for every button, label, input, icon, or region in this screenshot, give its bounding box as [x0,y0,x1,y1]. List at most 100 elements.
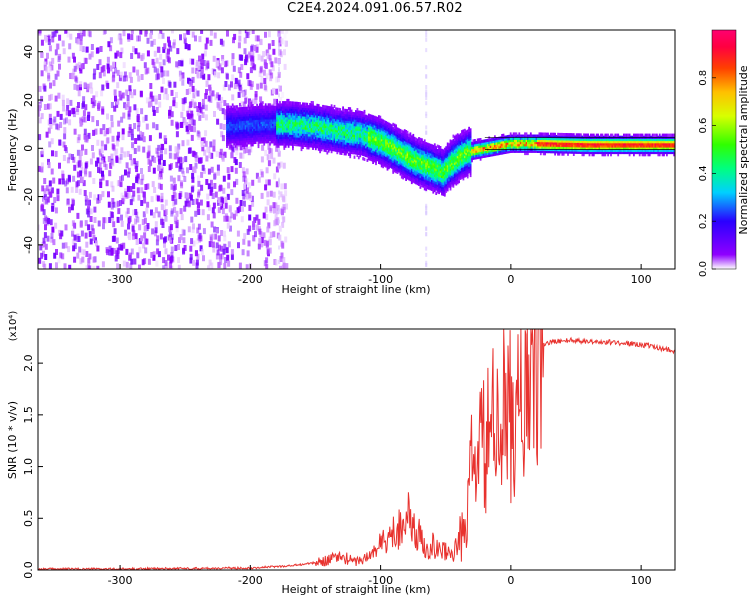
ridge-pixel [247,119,250,123]
ridge-pixel [303,113,306,117]
ridge-pixel [271,133,274,137]
ridge-pixel [251,121,254,125]
ridge-pixel [421,175,423,179]
ridge-pixel [438,180,440,184]
noise-pixel [47,218,51,224]
ridge-pixel [435,159,438,163]
ridge-pixel [415,163,417,167]
ridge-pixel [409,156,412,160]
ridge-pixel [412,151,415,155]
noise-pixel [266,49,270,55]
ridge-pixel [289,112,291,116]
ridge-pixel [382,156,385,160]
ridge-pixel [345,113,347,117]
ridge-pixel [379,135,382,139]
noise-pixel [245,168,249,175]
ridge-pixel [330,141,333,145]
ridge-pixel [408,148,410,153]
noise-pixel [157,144,161,151]
ridge-pixel [393,158,396,162]
ridge-pixel [330,130,333,134]
ridge-pixel [415,159,417,163]
ridge-pixel [353,138,356,142]
ridge-pixel [446,155,449,159]
ridge-pixel [306,144,309,148]
ridge-pixel [237,120,240,124]
ridge-pixel [337,138,340,142]
ridge-pixel [247,108,250,112]
ridge-pixel [396,136,399,140]
ridge-pixel [283,127,286,131]
ridge-pixel [327,138,330,142]
noise-pixel [119,176,123,183]
ridge-pixel [346,111,349,115]
ridge-pixel [280,116,283,120]
ridge-pixel [337,107,340,111]
noise-pixel [47,39,51,45]
noise-pixel [266,191,270,198]
ridge-pixel [380,155,383,159]
ridge-pixel [236,133,238,137]
ridge-pixel [448,154,450,158]
ridge-pixel [325,138,327,142]
ridge-pixel [289,140,291,144]
ridge-pixel [418,163,420,167]
ridge-pixel [320,139,323,143]
ridge-pixel [410,152,413,156]
noise-pixel [40,70,44,77]
ridge-pixel [436,181,439,185]
ridge-pixel [426,177,429,181]
ridge-pixel [385,123,387,127]
noise-pixel [141,53,145,60]
noise-pixel [126,95,130,101]
ridge-pixel [339,151,342,155]
ridge-pixel [314,107,317,112]
ridge-pixel [293,129,296,133]
ridge-pixel [269,125,271,129]
noise-pixel [183,176,187,182]
noise-pixel [239,87,243,94]
noise-pixel [158,94,162,100]
ridge-pixel [429,174,432,178]
ridge-pixel [376,155,379,160]
noise-pixel [192,223,195,230]
ridge-pixel [441,181,443,185]
ridge-pixel [316,119,319,123]
noise-pixel [186,139,190,146]
ridge-pixel [438,160,440,164]
ridge-pixel [380,162,383,166]
noise-pixel [212,139,216,146]
ridge-pixel [366,145,369,149]
ridge-pixel [339,138,342,142]
ridge-pixel [400,175,403,179]
ridge-pixel [327,149,330,153]
ridge-pixel [277,112,280,116]
ridge-pixel [343,143,346,147]
noise-pixel [110,203,114,210]
ridge-pixel [304,122,307,126]
ridge-pixel [375,122,377,126]
noise-pixel [54,207,58,214]
ridge-pixel [418,180,420,184]
ridge-pixel [273,122,276,126]
noise-pixel [218,244,222,251]
ridge-pixel [303,102,306,106]
noise-pixel [200,72,204,79]
ridge-pixel [317,125,320,129]
noise-pixel [38,224,40,231]
ridge-pixel [370,138,373,142]
noise-pixel [96,120,99,127]
ridge-pixel [304,126,307,130]
ridge-pixel [428,186,430,190]
noise-pixel [131,233,135,240]
noise-pixel [99,194,103,201]
noise-pixel [208,152,212,159]
noise-pixel [200,69,204,76]
ridge-pixel [396,127,399,131]
noise-pixel [248,80,252,87]
ridge-pixel [398,147,400,151]
ridge-pixel [319,141,321,145]
noise-pixel [229,225,232,232]
ridge-pixel [336,114,339,118]
ridge-pixel [284,120,287,124]
